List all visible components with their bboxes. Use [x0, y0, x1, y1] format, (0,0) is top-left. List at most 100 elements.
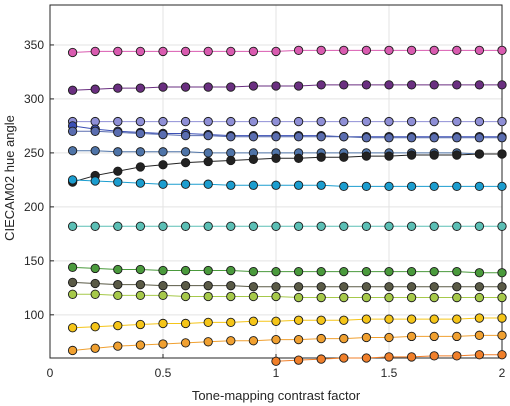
data-point	[497, 80, 507, 90]
data-point	[474, 149, 485, 159]
data-point	[135, 83, 146, 93]
data-point	[384, 282, 394, 292]
data-point	[203, 82, 213, 92]
data-point	[226, 336, 236, 346]
data-point	[248, 180, 259, 190]
data-point	[203, 337, 213, 347]
data-point	[158, 281, 168, 291]
data-point	[67, 262, 78, 272]
data-point	[429, 45, 439, 55]
data-point	[248, 46, 259, 57]
data-point	[180, 157, 191, 168]
data-point	[339, 292, 349, 303]
data-point	[203, 148, 213, 158]
data-point	[180, 221, 191, 231]
data-point	[248, 316, 259, 326]
data-point	[226, 265, 236, 276]
data-point	[406, 80, 417, 90]
data-point	[384, 151, 394, 161]
data-point	[474, 45, 485, 55]
data-point	[293, 116, 304, 127]
data-point	[361, 332, 372, 343]
data-point	[497, 292, 507, 303]
data-point	[406, 266, 417, 277]
data-point	[497, 268, 507, 278]
data-point	[113, 221, 123, 231]
data-point	[497, 313, 507, 323]
data-point	[361, 221, 372, 231]
data-point	[180, 46, 191, 57]
data-point	[90, 46, 100, 57]
y-axis-label: CIECAM02 hue angle	[2, 115, 17, 241]
data-point	[135, 340, 146, 350]
y-tick-labels: 100 150 200 250 300 350	[24, 38, 44, 322]
data-point	[406, 282, 417, 292]
data-point	[497, 133, 507, 143]
data-point	[406, 116, 417, 127]
data-point	[316, 180, 326, 190]
series-3	[67, 116, 507, 127]
data-point	[452, 266, 462, 277]
x-tick-label: 1.5	[381, 366, 398, 380]
data-point	[316, 132, 326, 142]
data-point	[203, 291, 213, 302]
data-point	[497, 330, 507, 340]
data-point	[248, 266, 259, 277]
data-point	[248, 221, 259, 231]
data-point	[203, 116, 213, 127]
data-point	[226, 46, 236, 57]
data-point	[113, 127, 123, 138]
data-point	[406, 314, 417, 324]
data-point	[135, 147, 146, 157]
data-point	[293, 355, 304, 365]
data-point	[67, 85, 78, 95]
data-point	[113, 264, 123, 275]
data-point	[339, 152, 349, 162]
data-point	[67, 345, 78, 356]
series-1	[67, 45, 507, 58]
y-tick-label: 100	[24, 308, 44, 322]
data-point	[452, 80, 462, 90]
data-point	[429, 314, 439, 324]
data-point	[67, 175, 78, 185]
data-point	[293, 45, 304, 55]
data-point	[474, 133, 485, 143]
data-point	[67, 289, 78, 299]
data-point	[361, 133, 372, 143]
data-point	[339, 333, 349, 344]
data-point	[474, 80, 485, 90]
data-point	[135, 264, 146, 275]
data-point	[203, 317, 213, 328]
data-point	[67, 146, 78, 156]
data-point	[452, 292, 462, 303]
series-8	[67, 175, 507, 192]
data-point	[339, 80, 349, 90]
data-point	[271, 116, 281, 127]
data-point	[361, 266, 372, 277]
data-point	[474, 313, 485, 323]
data-point	[135, 162, 146, 172]
data-point	[90, 263, 100, 274]
data-point	[248, 291, 259, 302]
data-point	[384, 221, 394, 231]
y-tick-label: 300	[24, 92, 44, 106]
data-point	[203, 46, 213, 57]
data-point	[113, 116, 123, 127]
data-point	[452, 221, 462, 231]
data-point	[158, 179, 168, 189]
data-point	[474, 268, 485, 278]
data-point	[429, 181, 439, 192]
data-point	[271, 282, 281, 292]
data-point	[135, 116, 146, 127]
data-point	[180, 130, 191, 141]
data-point	[474, 330, 485, 340]
x-tick-label: 1	[273, 366, 280, 380]
data-point	[135, 279, 146, 290]
data-point	[384, 332, 394, 343]
data-point	[339, 132, 349, 142]
data-point	[158, 160, 168, 170]
x-tick-label: 0.5	[155, 366, 172, 380]
data-point	[429, 116, 439, 127]
data-point	[339, 315, 349, 325]
data-point	[158, 129, 168, 140]
